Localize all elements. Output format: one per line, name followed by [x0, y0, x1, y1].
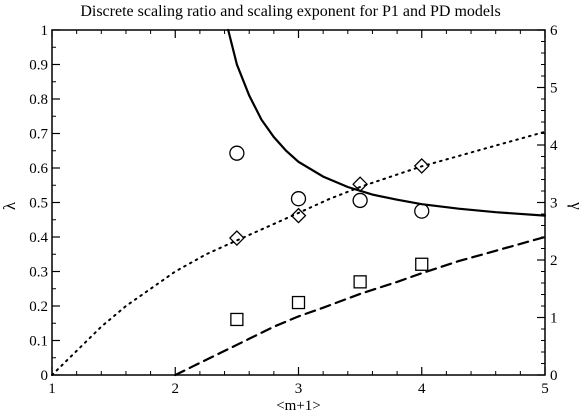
- diamond-marker: [228, 230, 245, 246]
- x-tick-label: 5: [541, 381, 549, 397]
- square-marker: [353, 275, 367, 289]
- y-left-tick-label: 0.1: [29, 334, 48, 350]
- y-right-tick-label: 3: [550, 196, 558, 212]
- y-left-tick-label: 0: [41, 368, 49, 384]
- y-axis-left: 0 0.1 0.2 0.3 0.4 0.5 0.6 0.7 0.8 0.9 1: [29, 23, 60, 384]
- diamond-marker: [290, 207, 307, 224]
- plot-frame: [51, 29, 546, 376]
- square-marker: [230, 312, 244, 327]
- x-tick-label: 1: [48, 381, 56, 397]
- y-left-tick-label: 0.6: [29, 161, 48, 177]
- circle-marker: [290, 191, 307, 207]
- y-left-tick-label: 0.5: [29, 196, 48, 212]
- markers: [228, 145, 430, 327]
- y-right-tick-label: 2: [550, 253, 558, 269]
- y-left-tick-label: 0.7: [29, 127, 48, 143]
- y-axis-left-label: λ: [0, 201, 19, 210]
- y-left-tick-label: 0.3: [29, 265, 48, 281]
- chart-title: Discrete scaling ratio and scaling expon…: [80, 3, 500, 20]
- y-left-tick-label: 1: [41, 23, 49, 39]
- y-right-tick-label: 4: [550, 138, 558, 154]
- dashed-curve: [174, 235, 547, 377]
- x-axis: 1 2 3 4 5: [48, 30, 549, 397]
- curves: [51, 28, 547, 377]
- y-left-tick-label: 0.2: [29, 299, 48, 315]
- circle-marker: [414, 203, 430, 219]
- y-right-tick-label: 0: [550, 368, 558, 384]
- circle-marker: [229, 145, 245, 161]
- y-left-tick-label: 0.8: [29, 92, 48, 108]
- diamond-marker: [413, 158, 430, 174]
- x-tick-label: 2: [172, 381, 180, 397]
- solid-curve: [227, 28, 547, 217]
- y-right-tick-label: 6: [550, 23, 558, 39]
- dotted-curve: [51, 130, 546, 376]
- y-left-tick-label: 0.4: [29, 230, 48, 246]
- x-tick-label: 3: [295, 381, 303, 397]
- y-left-tick-label: 0.9: [29, 58, 48, 74]
- diamond-marker: [352, 176, 369, 193]
- x-axis-label: <m+1>: [276, 398, 321, 414]
- y-axis-right: 0 1 2 3 4 5 6: [537, 23, 558, 384]
- y-right-tick-label: 5: [550, 81, 558, 97]
- square-marker: [415, 257, 429, 271]
- circle-marker: [352, 192, 368, 209]
- square-marker: [291, 295, 306, 310]
- x-tick-label: 4: [418, 381, 426, 397]
- y-axis-right-label: γ: [567, 201, 581, 210]
- y-right-tick-label: 1: [550, 311, 558, 327]
